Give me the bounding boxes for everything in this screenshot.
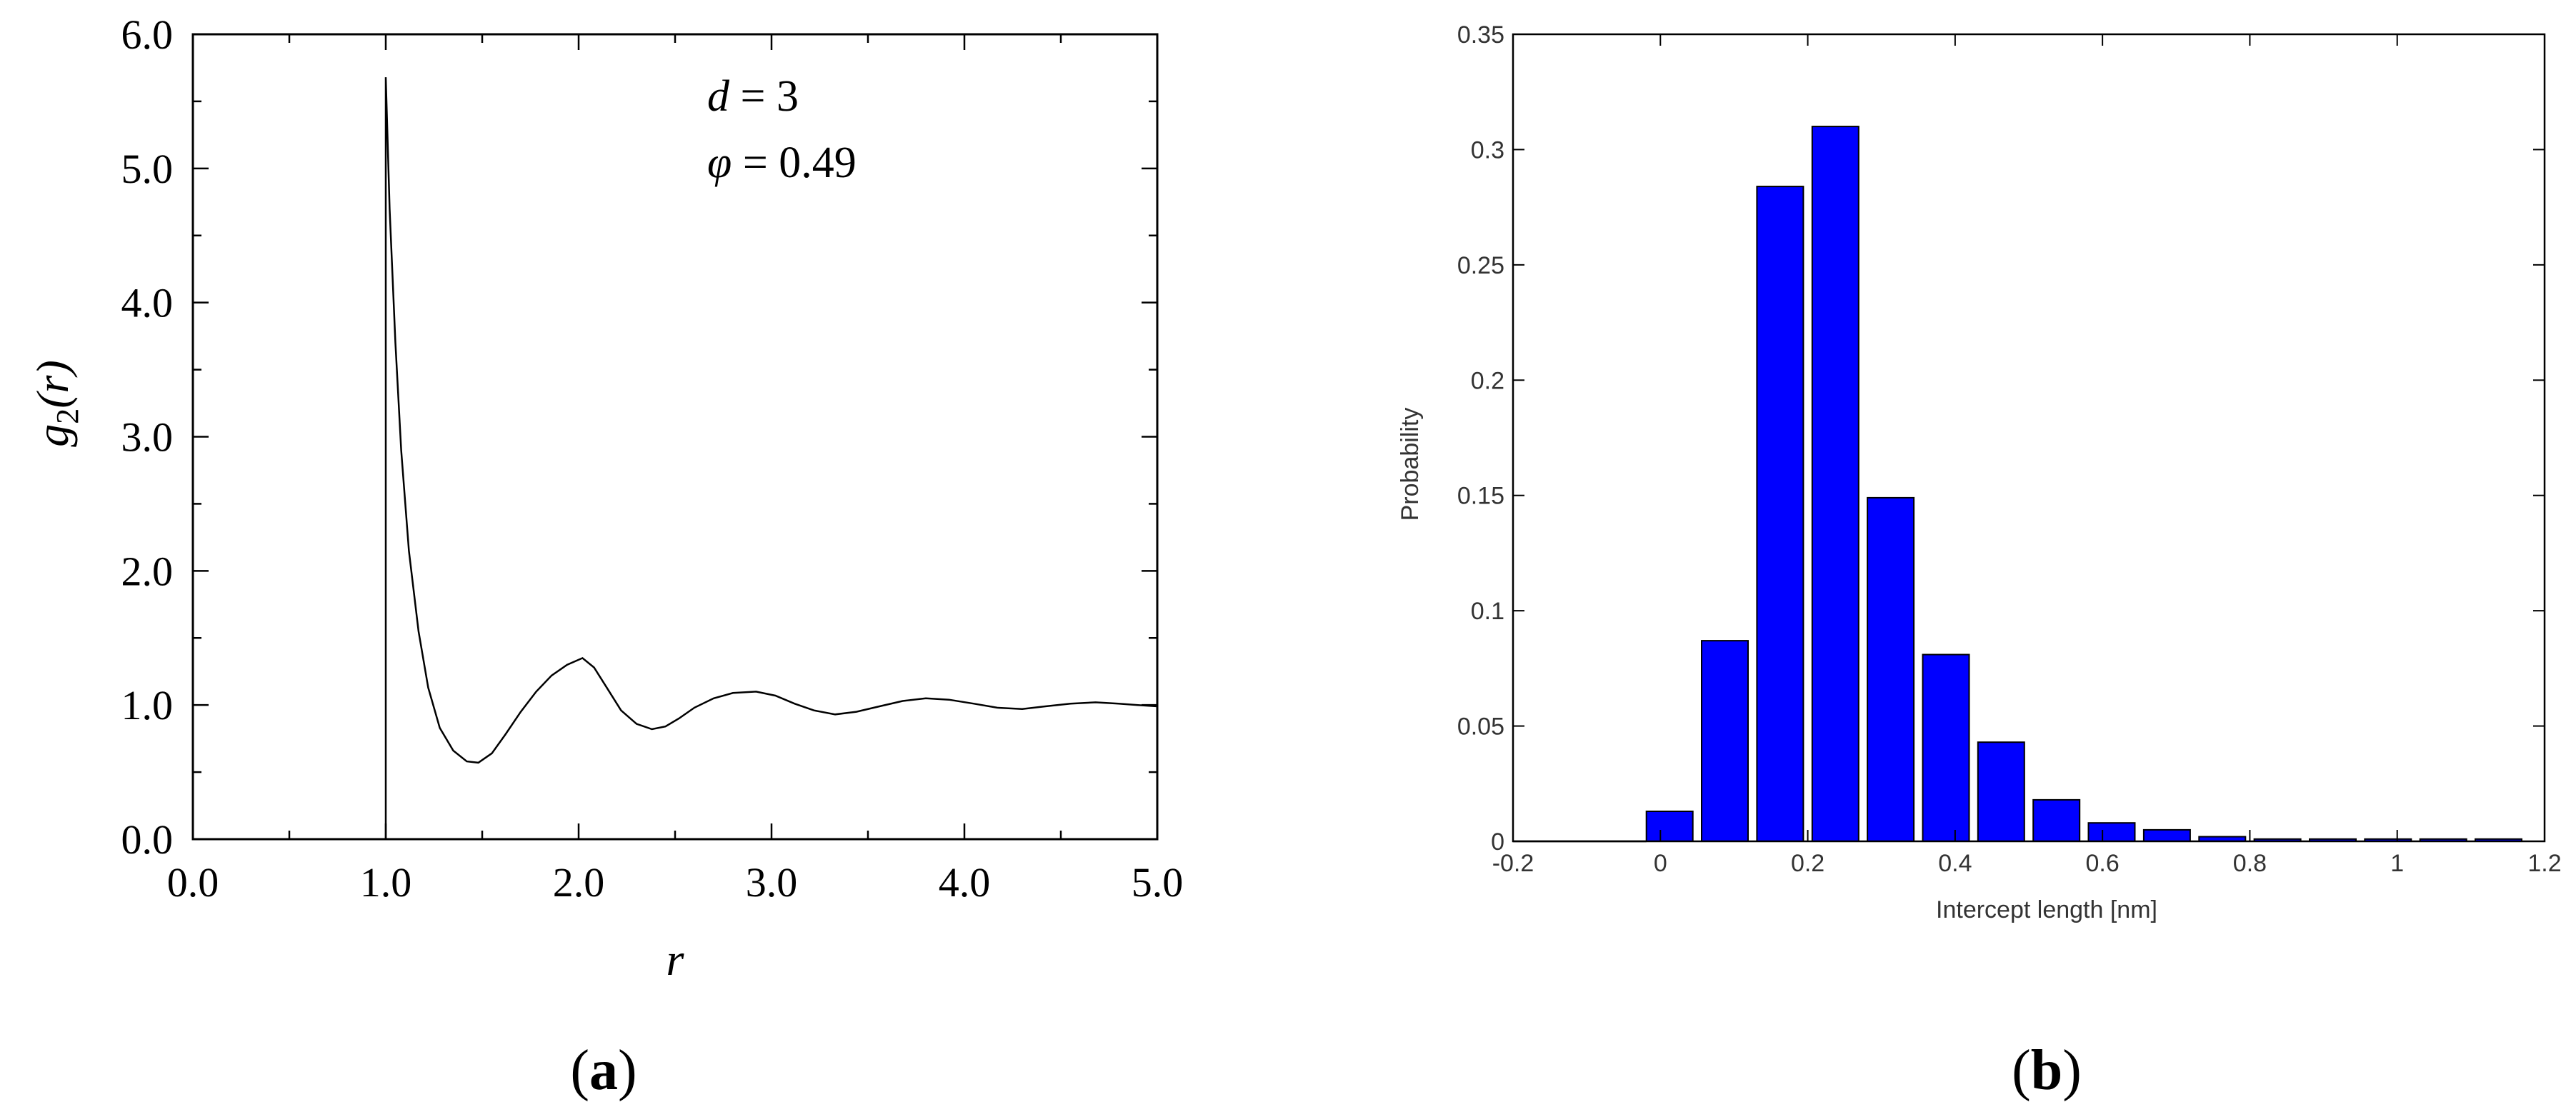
panel-b-bar xyxy=(1701,640,1749,842)
panel-a-annotation-phi: φ = 0.49 xyxy=(707,139,857,187)
panel-b-bar xyxy=(2142,828,2191,843)
panel-b-y-tick-label: 0.2 xyxy=(1471,367,1504,394)
panel-b-y-tick-label: 0 xyxy=(1491,828,1504,856)
panel-b-x-tick-label: 0.2 xyxy=(1791,850,1824,877)
panel-b-x-axis-label: Intercept length [nm] xyxy=(1936,896,2157,923)
panel-b-y-tick-label: 0.3 xyxy=(1471,136,1504,164)
panel-b-x-tick-label: 0 xyxy=(1654,850,1667,877)
panel-a-plot-frame xyxy=(191,33,1159,841)
panel-a-x-axis-label: r xyxy=(667,934,685,985)
panel-b-y-tick-label: 0.25 xyxy=(1457,252,1504,279)
panel-b-x-tick-label: 0.4 xyxy=(1938,850,1972,877)
panel-b-bar xyxy=(2087,822,2136,842)
panel-a-y-tick-labels: 0.0 1.0 2.0 3.0 4.0 5.0 6.0 xyxy=(121,11,174,863)
panel-b-bar xyxy=(1811,126,1859,843)
panel-a-x-tick-labels: 0.0 1.0 2.0 3.0 4.0 5.0 xyxy=(167,859,1184,906)
panel-b-x-tick-label: -0.2 xyxy=(1492,850,1534,877)
panel-a-x-tick-label: 4.0 xyxy=(939,859,991,906)
panel-a-x-tick-label: 1.0 xyxy=(360,859,412,906)
panel-a-y-tick-label: 3.0 xyxy=(121,414,174,461)
panel-b-bar xyxy=(1645,811,1694,842)
panel-b-y-tick-label: 0.15 xyxy=(1457,483,1504,510)
panel-b-x-tick-label: 1.2 xyxy=(2527,850,2561,877)
panel-a-x-tick-label: 2.0 xyxy=(553,859,605,906)
panel-a-x-tick-label: 3.0 xyxy=(746,859,798,906)
panel-b-bar xyxy=(1867,496,1915,843)
panel-b-bar xyxy=(1922,653,1970,842)
panel-b-plot-frame xyxy=(1512,33,2546,843)
panel-b-x-tick-labels: -0.2 0 0.2 0.4 0.6 0.8 1 1.2 xyxy=(1492,850,2562,877)
panel-a-y-axis-label: g2(r) xyxy=(27,360,85,447)
panel-b-x-tick-label: 1 xyxy=(2390,850,2404,877)
panel-b: 00.050.10.150.20.250.30.35 -0.2 0 0.2 0.4 0.… xyxy=(1397,21,2562,1102)
panel-b-x-tick-label: 0.6 xyxy=(2086,850,2120,877)
panel-a-curve xyxy=(384,77,1158,839)
panel-a-y-tick-label: 5.0 xyxy=(121,146,174,192)
panel-b-bar xyxy=(1756,186,1804,843)
panel-a-ticks xyxy=(191,33,1159,841)
panel-b-bar xyxy=(2032,798,2081,843)
panel-b-caption: (b) xyxy=(2012,1039,2082,1102)
panel-a-annotation-d: d = 3 xyxy=(707,72,799,121)
panel-a-caption: (a) xyxy=(570,1039,636,1102)
panel-a-y-tick-label: 1.0 xyxy=(121,682,174,728)
panel-b-x-tick-label: 0.8 xyxy=(2233,850,2267,877)
panel-a: 0.0 1.0 2.0 3.0 4.0 5.0 6.0 0.0 1.0 2.0 3.0 4.0 5.0… xyxy=(27,11,1183,1102)
panel-a-y-tick-label: 6.0 xyxy=(121,11,174,58)
panel-b-bars xyxy=(1513,126,2522,843)
panel-a-x-tick-label: 5.0 xyxy=(1132,859,1184,906)
panel-a-y-tick-label: 2.0 xyxy=(121,548,174,594)
panel-b-y-tick-labels: 0 0.05 0.1 0.15 0.2 0.25 0.3 0.35 xyxy=(1457,21,1504,856)
panel-b-y-tick-label: 0.1 xyxy=(1471,598,1504,625)
panel-a-y-tick-label: 0.0 xyxy=(121,816,174,863)
panel-b-y-tick-label: 0.05 xyxy=(1457,713,1504,741)
panel-b-y-axis-label: Probability xyxy=(1397,408,1424,521)
panel-a-y-tick-label: 4.0 xyxy=(121,280,174,326)
panel-b-ticks xyxy=(1512,34,2545,842)
panel-b-y-tick-label: 0.35 xyxy=(1457,21,1504,49)
panel-b-bar xyxy=(1977,741,2025,842)
panel-a-x-tick-label: 0.0 xyxy=(167,859,219,906)
